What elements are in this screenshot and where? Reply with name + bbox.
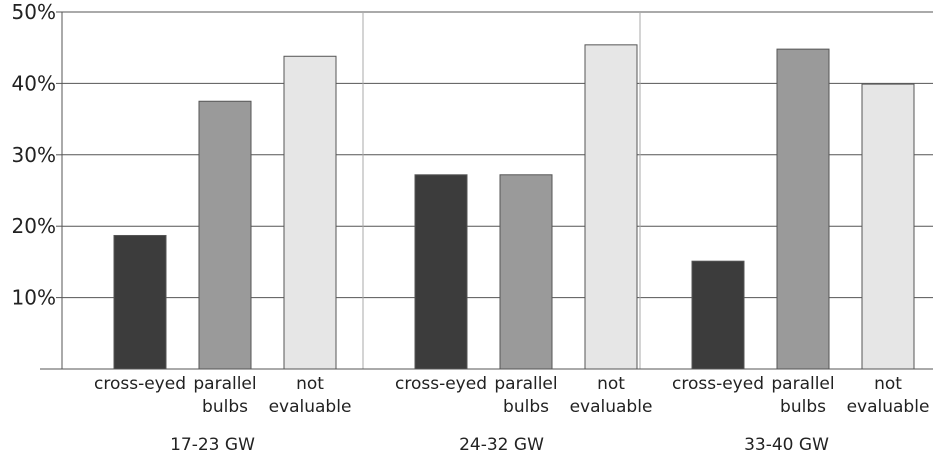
category-label: parallel [494, 374, 557, 394]
category-label: bulbs [503, 397, 549, 417]
bar [584, 44, 638, 370]
category-label: cross-eyed [94, 374, 186, 394]
y-tick-label: 40% [12, 71, 56, 95]
category-label: cross-eyed [395, 374, 487, 394]
group-label: 17-23 GW [170, 435, 255, 455]
bar [861, 83, 915, 370]
category-label: evaluable [570, 397, 653, 417]
y-tick-label: 20% [12, 214, 56, 238]
y-tick-label: 30% [12, 143, 56, 167]
category-label: evaluable [847, 397, 930, 417]
group-label: 33-40 GW [744, 435, 829, 455]
category-label: not [296, 374, 324, 394]
y-tick-label: 50% [12, 0, 56, 24]
category-label: evaluable [269, 397, 352, 417]
bar [414, 174, 468, 370]
bar [113, 234, 167, 370]
bar [691, 260, 745, 370]
bar [198, 100, 252, 370]
category-label: cross-eyed [672, 374, 764, 394]
bar [283, 55, 337, 370]
bar [776, 48, 830, 370]
bar [499, 174, 553, 370]
group-label: 24-32 GW [459, 435, 544, 455]
category-label: parallel [193, 374, 256, 394]
category-label: not [874, 374, 902, 394]
y-tick-label: 10% [12, 286, 56, 310]
category-label: bulbs [202, 397, 248, 417]
category-label: bulbs [780, 397, 826, 417]
category-label: not [597, 374, 625, 394]
category-label: parallel [771, 374, 834, 394]
